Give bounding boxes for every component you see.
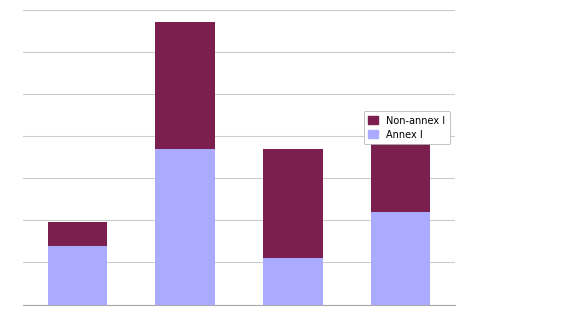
Legend: Non-annex I, Annex I: Non-annex I, Annex I bbox=[364, 111, 450, 145]
Bar bbox=[371, 212, 430, 305]
Bar bbox=[371, 119, 430, 212]
Bar bbox=[156, 149, 215, 305]
Bar bbox=[264, 258, 322, 305]
Bar bbox=[48, 222, 107, 246]
Bar bbox=[156, 22, 215, 149]
Bar bbox=[48, 246, 107, 305]
Bar bbox=[264, 149, 322, 258]
